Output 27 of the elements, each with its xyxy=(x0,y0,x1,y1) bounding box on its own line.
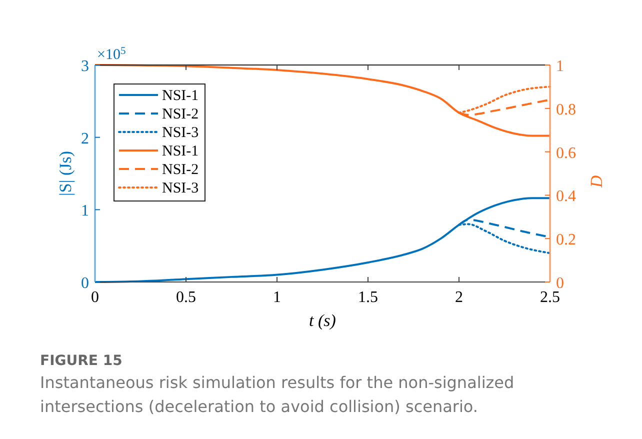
y-axis-title: |S| (Js) xyxy=(56,150,75,196)
legend-label: NSI-2 xyxy=(162,106,199,122)
y-tick-label: 3 xyxy=(81,58,89,75)
legend-label: NSI-2 xyxy=(162,162,199,178)
x-tick-label: 2.5 xyxy=(540,289,560,306)
y2-tick-label: 0.4 xyxy=(556,188,576,206)
y2-tick-label: 0.2 xyxy=(556,232,576,249)
y2-tick-label: 0 xyxy=(556,275,564,292)
x-tick-label: 1.5 xyxy=(358,289,378,306)
legend-label: NSI-1 xyxy=(162,88,199,104)
legend-label: NSI-3 xyxy=(162,125,199,141)
y2-tick-label: 0.6 xyxy=(556,144,576,162)
x-tick-label: 0.5 xyxy=(176,289,196,306)
y-tick-label: 1 xyxy=(81,202,89,220)
legend-label: NSI-3 xyxy=(162,180,199,196)
x-tick-label: 1 xyxy=(273,289,281,306)
y-tick-label: 0 xyxy=(81,275,89,292)
text: ×10$^{5}$ xyxy=(97,46,126,63)
y-tick-label: 2 xyxy=(81,130,89,148)
y2-tick-label: 0.8 xyxy=(556,101,576,118)
y2-tick-label: 1 xyxy=(556,58,564,75)
x-tick-label: 2 xyxy=(455,289,463,306)
y2-axis-title: D xyxy=(587,174,606,189)
legend-label: NSI-1 xyxy=(162,144,199,160)
x-axis-title: t (s) xyxy=(309,311,336,330)
text: Instantaneous risk simulation results for the non-signalized intersections (deceleration to avoid collision) scenario. xyxy=(40,373,514,416)
caption: FIGURE 15 xyxy=(40,353,122,369)
